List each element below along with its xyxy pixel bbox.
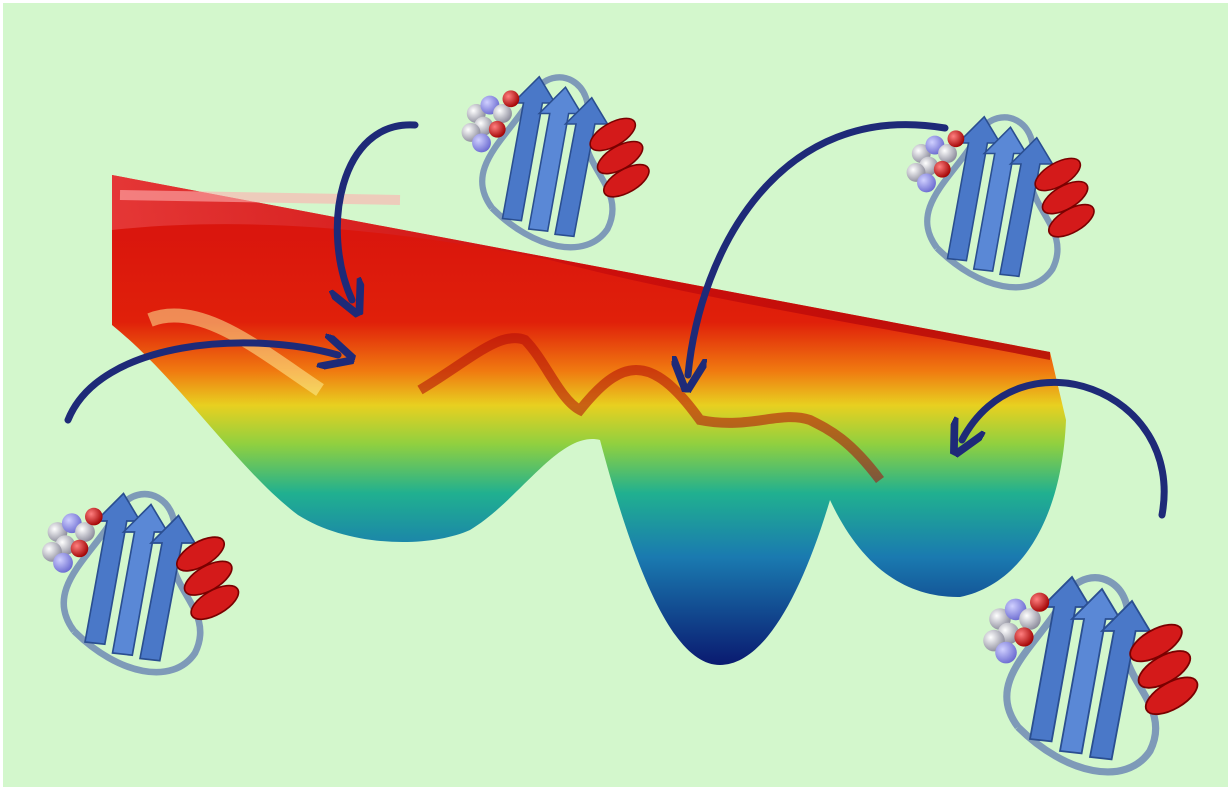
- body: [0, 0, 1231, 790]
- page: Free energy landscape illustration {} ht…: [0, 0, 1231, 790]
- illustration: [0, 0, 1231, 790]
- highlight: [120, 195, 400, 200]
